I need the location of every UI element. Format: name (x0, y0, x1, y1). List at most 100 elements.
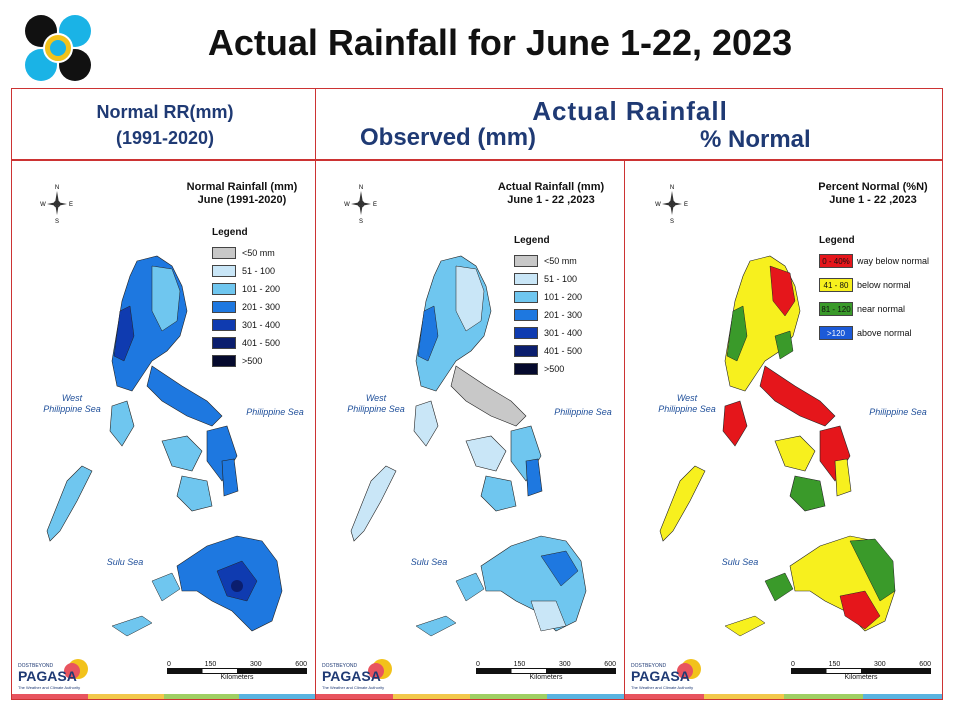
legend-title: Legend (212, 227, 248, 238)
legend-swatch (514, 327, 538, 339)
normal-header-box (11, 88, 316, 160)
svg-text:The Weather and Climate Author: The Weather and Climate Authority (631, 685, 693, 690)
map-title-line1: Normal Rainfall (mm) (186, 181, 298, 193)
legend-item: >500 (514, 360, 582, 378)
legend-item: 201 - 300 (212, 298, 280, 316)
legend-swatch (212, 265, 236, 277)
percent-normal-map-panel: N S W E Percent Normal (%N) June 1 - 22 … (624, 160, 943, 700)
sea-label-sulu: Sulu Sea (410, 557, 448, 567)
map-title-line1: Actual Rainfall (mm) (497, 181, 605, 193)
legend-item: 0 - 40% way below normal (819, 252, 929, 270)
compass-e: E (69, 202, 73, 208)
map-title: Actual Rainfall (mm) June 1 - 22 ,2023 (481, 181, 621, 207)
svg-text:PAGASA: PAGASA (322, 668, 381, 684)
compass-n: N (359, 185, 363, 191)
legend-title: Legend (819, 235, 855, 246)
compass-w: W (40, 202, 46, 208)
sea-label-west: West Philippine Sea (658, 393, 716, 414)
page-title: Actual Rainfall for June 1-22, 2023 (207, 22, 793, 63)
pagasa-logo: DOST BEYOND PAGASA The Weather and Clima… (320, 657, 400, 697)
legend-item: 401 - 500 (212, 334, 280, 352)
legend-swatch (514, 255, 538, 267)
compass-rose-icon: N S W E (655, 185, 688, 223)
scale-bar: 0 150 300 600 Kilometers (167, 661, 307, 681)
color-stripe (12, 694, 315, 699)
map-title-line2: June 1 - 22 ,2023 (829, 194, 917, 206)
percent-normal-label: % Normal (700, 126, 811, 153)
map-title-line2: June 1 - 22 ,2023 (507, 194, 595, 206)
svg-text:PAGASA: PAGASA (18, 668, 77, 684)
svg-text:PAGASA: PAGASA (631, 668, 690, 684)
sea-label-sulu: Sulu Sea (106, 557, 144, 567)
compass-n: N (55, 185, 59, 191)
legend-swatch (514, 309, 538, 321)
legend-item: <50 mm (514, 252, 582, 270)
legend-item: 41 - 80 below normal (819, 276, 929, 294)
color-stripe (625, 694, 942, 699)
sea-label-east: Philippine Sea (554, 407, 612, 417)
map-title: Normal Rainfall (mm) June (1991-2020) (172, 181, 312, 207)
legend-swatch (212, 283, 236, 295)
legend-item: 81 - 120 near normal (819, 300, 929, 318)
sea-label-east: Philippine Sea (246, 407, 304, 417)
svg-text:The Weather and Climate Author: The Weather and Climate Authority (322, 685, 384, 690)
map-title: Percent Normal (%N) June 1 - 22 ,2023 (803, 181, 942, 207)
legend-item: <50 mm (212, 244, 280, 262)
legend-item: 401 - 500 (514, 342, 582, 360)
compass-e: E (373, 202, 377, 208)
compass-n: N (670, 185, 674, 191)
compass-rose-icon: N S W E (40, 185, 73, 223)
legend-swatch (514, 291, 538, 303)
legend-swatch (514, 345, 538, 357)
legend-item: 51 - 100 (514, 270, 582, 288)
legend: Legend <50 mm 51 - 100 101 - 200 201 - 3… (212, 227, 280, 370)
compass-s: S (359, 219, 363, 223)
legend-item: 201 - 300 (514, 306, 582, 324)
svg-text:DOST: DOST (18, 663, 32, 669)
svg-text:The Weather and Climate Author: The Weather and Climate Authority (18, 685, 80, 690)
pagasa-logo: DOST BEYOND PAGASA The Weather and Clima… (16, 657, 96, 697)
legend-swatch (212, 337, 236, 349)
legend-item: >120 above normal (819, 324, 929, 342)
legend: Legend <50 mm 51 - 100 101 - 200 201 - 3… (514, 235, 582, 378)
actual-rainfall-map-panel: N S W E Actual Rainfall (mm) June 1 - 22… (315, 160, 625, 700)
sea-label-sulu: Sulu Sea (721, 557, 759, 567)
legend-swatch (212, 301, 236, 313)
legend-swatch (514, 273, 538, 285)
actual-rainfall-label: Actual Rainfall (532, 96, 728, 126)
legend-swatch (212, 355, 236, 367)
legend: Legend 0 - 40% way below normal 41 - 80 be… (819, 235, 929, 342)
normal-rr-label: Normal RR(mm) (96, 102, 234, 122)
actual-header-box (315, 88, 943, 160)
normal-rainfall-map-panel: N S W E Normal Rainfall (mm) June (1991-… (11, 160, 316, 700)
legend-swatch (212, 247, 236, 259)
normal-period-label: (1991-2020) (115, 128, 215, 148)
legend-item: 301 - 400 (212, 316, 280, 334)
svg-text:DOST: DOST (631, 663, 645, 669)
compass-w: W (655, 202, 661, 208)
dost-pagasa-logo (24, 14, 92, 82)
legend-item: 301 - 400 (514, 324, 582, 342)
map-title-line1: Percent Normal (%N) (818, 181, 928, 193)
sea-label-west: West Philippine Sea (347, 393, 405, 414)
color-stripe (316, 694, 624, 699)
legend-item: 101 - 200 (514, 288, 582, 306)
compass-e: E (684, 202, 688, 208)
legend-item: 51 - 100 (212, 262, 280, 280)
compass-rose-icon: N S W E (344, 185, 377, 223)
observed-label: Observed (mm) (360, 124, 537, 151)
legend-item: 101 - 200 (212, 280, 280, 298)
philippines-map (46, 255, 283, 637)
sea-label-east: Philippine Sea (869, 407, 927, 417)
philippines-map (659, 255, 896, 637)
legend-title: Legend (514, 235, 550, 246)
pagasa-logo: DOST BEYOND PAGASA The Weather and Clima… (629, 657, 709, 697)
scale-bar: 0 150 300 600 Kilometers (791, 661, 931, 681)
compass-s: S (670, 219, 674, 223)
sea-label-west: West Philippine Sea (43, 393, 101, 414)
svg-text:BEYOND: BEYOND (336, 663, 358, 669)
scale-bar: 0 150 300 600 Kilometers (476, 661, 616, 681)
philippines-map (350, 255, 587, 637)
compass-s: S (55, 219, 59, 223)
svg-text:DOST: DOST (322, 663, 336, 669)
